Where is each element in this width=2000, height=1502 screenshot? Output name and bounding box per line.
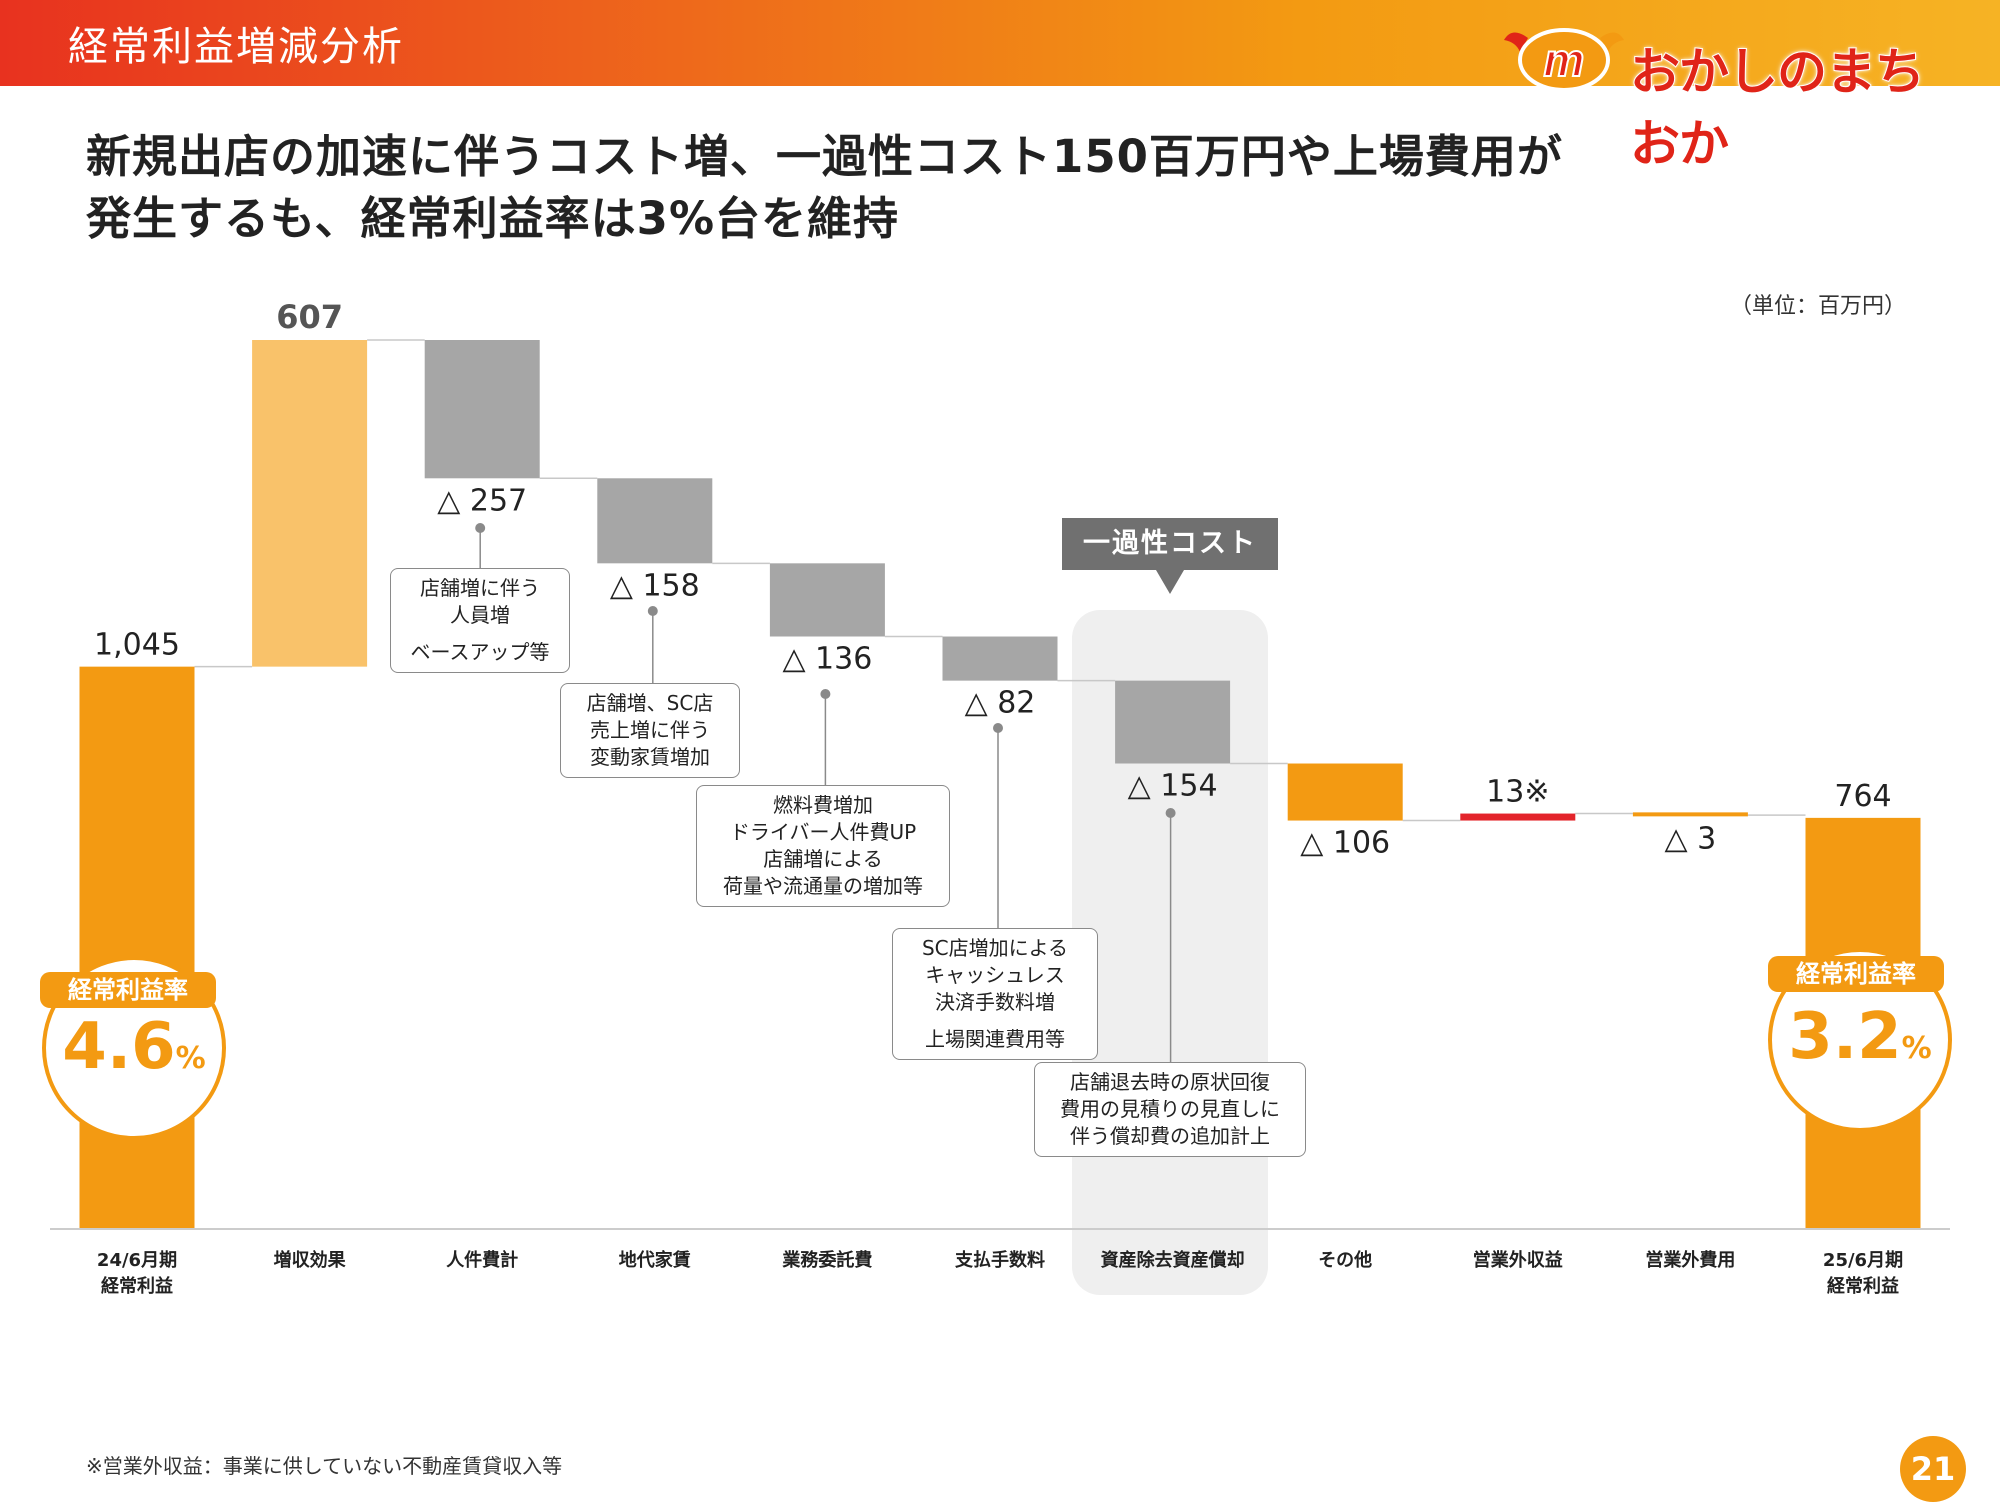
unit-label: （単位：百万円） (1730, 294, 1907, 319)
note-fees: SC店増加による キャッシュレス 決済手数料増 上場関連費用等 (892, 928, 1098, 1060)
leader-dot (820, 689, 831, 699)
headline-line-2: 発生するも、経常利益率は3%台を維持 (86, 192, 900, 245)
note-personnel-line: 店舗増に伴う (420, 576, 540, 600)
note-asset-line: 伴う償却費の追加計上 (1070, 1124, 1270, 1148)
note-fees-line: キャッシュレス (925, 963, 1065, 987)
category-label: 営業外収益 (1473, 1249, 1563, 1271)
note-outsourcing-line: 荷量や流通量の増加等 (723, 874, 923, 898)
one-time-cost-callout: 一過性コスト (1062, 518, 1278, 570)
rate-label-left: 経常利益率 (40, 972, 216, 1008)
value-label: △ 82 (965, 686, 1036, 721)
headline-line-1: 新規出店の加速に伴うコスト増、一過性コスト150百万円や上場費用が (86, 130, 1563, 183)
leader-dot (993, 723, 1003, 733)
rate-unit-left: % (175, 1041, 206, 1076)
note-fees-line: 上場関連費用等 (925, 1027, 1065, 1051)
logo-text: おかしのまちおか (1629, 42, 1926, 174)
category-label: 増収効果 (274, 1249, 347, 1271)
value-label: 1,045 (94, 628, 180, 663)
value-label: △ 154 (1128, 769, 1218, 804)
category-label: 営業外費用 (1645, 1249, 1735, 1271)
value-label: 764 (1834, 779, 1891, 814)
category-label: 地代家賃 (619, 1249, 691, 1271)
category-label: 業務委託費 (781, 1249, 872, 1271)
bar-6 (1115, 680, 1231, 764)
note-asset: 店舗退去時の原状回復 費用の見積りの見直しに 伴う償却費の追加計上 (1034, 1062, 1306, 1157)
header-title: 経常利益増減分析 (68, 24, 404, 70)
category-label: その他 (1318, 1249, 1372, 1271)
category-label: 支払手数料 (954, 1249, 1045, 1271)
rate-value-right: 3.2% (1770, 1000, 1950, 1074)
leader-dot (1165, 808, 1176, 818)
svg-text:m: m (1544, 34, 1585, 86)
note-outsourcing-line: ドライバー人件費UP (729, 820, 917, 844)
rate-unit-right: % (1901, 1031, 1932, 1066)
category-label: 資産除去資産償却 (1101, 1249, 1245, 1271)
footnote: ※営業外収益：事業に供していない不動産賃貸収入等 (86, 1454, 563, 1478)
rate-value-left: 4.6% (44, 1010, 224, 1084)
category-label: 経常利益 (1827, 1275, 1899, 1297)
rate-circle-right (1768, 948, 1952, 1132)
rate-number-right: 3.2 (1788, 1000, 1902, 1074)
note-asset-line: 店舗退去時の原状回復 (1070, 1070, 1270, 1094)
note-rent-line: 売上増に伴う (590, 718, 710, 742)
value-label: 607 (276, 298, 343, 336)
note-personnel-line: 人員増 (450, 603, 510, 627)
header-bar (0, 0, 2000, 86)
value-label: 13※ (1486, 775, 1549, 810)
note-personnel-line: ベースアップ等 (410, 640, 550, 664)
note-asset-line: 費用の見積りの見直しに (1060, 1097, 1280, 1121)
note-rent: 店舗増、SC店 売上増に伴う 変動家賃増加 (560, 683, 740, 778)
bar-8 (1460, 813, 1576, 821)
note-outsourcing: 燃料費増加 ドライバー人件費UP 店舗増による 荷量や流通量の増加等 (696, 785, 950, 907)
rate-label-right: 経常利益率 (1768, 956, 1944, 992)
bar-0 (79, 666, 195, 1229)
bar-2 (424, 340, 540, 479)
note-personnel: 店舗増に伴う 人員増 ベースアップ等 (390, 568, 570, 673)
note-rent-line: 変動家賃増加 (590, 745, 710, 769)
category-label: 24/6月期 (97, 1250, 177, 1271)
value-label: △ 106 (1300, 826, 1390, 861)
note-fees-line: 決済手数料増 (935, 990, 1055, 1014)
candy-logo-icon: m (1504, 28, 1624, 92)
category-label: 人件費計 (446, 1249, 518, 1271)
value-label: △ 136 (782, 642, 872, 677)
leader-dot (647, 606, 658, 616)
note-outsourcing-line: 店舗増による (763, 847, 883, 871)
category-label: 経常利益 (101, 1275, 173, 1297)
brand-logo: m おかしのまちおか (1490, 18, 1970, 174)
page-number: 21 (1900, 1436, 1966, 1502)
callout-pointer-icon (1156, 570, 1184, 594)
bar-4 (769, 563, 885, 637)
leader-dot (475, 523, 486, 533)
bar-1 (252, 340, 368, 667)
bar-9 (1632, 812, 1748, 817)
note-outsourcing-line: 燃料費増加 (773, 793, 873, 817)
value-label: △ 158 (610, 568, 700, 603)
bar-5 (942, 636, 1058, 681)
value-label: △ 3 (1665, 821, 1717, 856)
bar-3 (597, 478, 713, 564)
rate-number-left: 4.6 (62, 1010, 176, 1084)
bar-7 (1287, 763, 1403, 821)
note-fees-line: SC店増加による (921, 936, 1069, 960)
category-label: 25/6月期 (1823, 1250, 1903, 1271)
note-rent-line: 店舗増、SC店 (586, 691, 714, 715)
value-label: △ 257 (437, 483, 527, 518)
